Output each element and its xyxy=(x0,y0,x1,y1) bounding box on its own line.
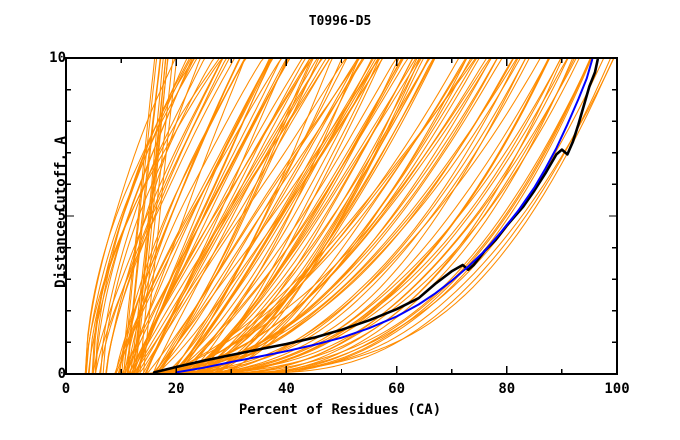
y-tick-label: 10 xyxy=(49,50,66,66)
axes-frame xyxy=(65,57,618,375)
y-tick-label: 0 xyxy=(57,366,66,382)
chart-title: T0996-D5 xyxy=(308,14,372,29)
x-tick-label: 60 xyxy=(388,381,406,397)
x-tick-label: 80 xyxy=(498,381,516,397)
y-tick-label: 5 xyxy=(57,208,66,224)
x-tick-label: 0 xyxy=(61,381,71,397)
x-tick-label: 20 xyxy=(167,381,185,397)
x-tick-label: 100 xyxy=(604,381,630,397)
highlight-curves xyxy=(152,58,599,374)
x-axis-label: Percent of Residues (CA) xyxy=(238,402,442,418)
x-tick-label: 40 xyxy=(277,381,295,397)
